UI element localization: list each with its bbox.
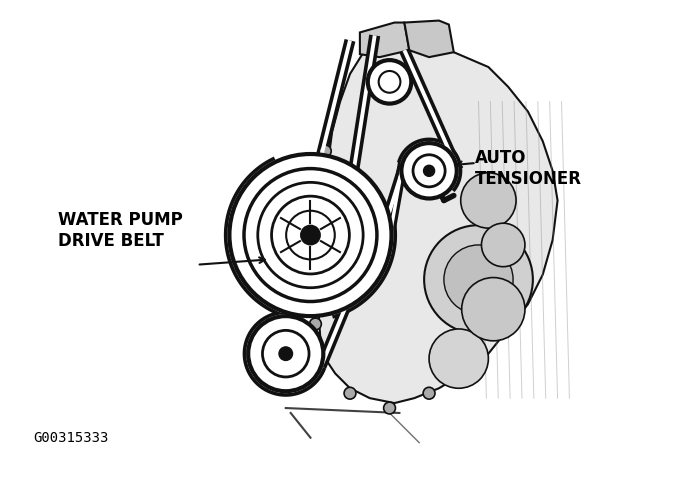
Circle shape (429, 329, 489, 388)
Text: G00315333: G00315333 (34, 431, 109, 444)
Circle shape (424, 225, 533, 334)
Circle shape (368, 60, 412, 104)
Circle shape (230, 154, 391, 316)
Polygon shape (360, 23, 410, 57)
Circle shape (248, 316, 323, 391)
Circle shape (424, 165, 435, 176)
Circle shape (384, 402, 395, 414)
Circle shape (309, 318, 321, 330)
Text: WATER PUMP
DRIVE BELT: WATER PUMP DRIVE BELT (58, 211, 183, 250)
Circle shape (319, 145, 331, 157)
Circle shape (482, 223, 525, 267)
Circle shape (423, 387, 435, 399)
Text: AUTO
TENSIONER: AUTO TENSIONER (475, 149, 582, 188)
Circle shape (461, 173, 516, 228)
Circle shape (444, 245, 513, 314)
Circle shape (462, 277, 525, 341)
Polygon shape (405, 21, 454, 57)
Circle shape (279, 347, 293, 360)
Circle shape (301, 225, 320, 245)
Polygon shape (318, 44, 558, 403)
Circle shape (344, 387, 356, 399)
Circle shape (401, 143, 456, 199)
